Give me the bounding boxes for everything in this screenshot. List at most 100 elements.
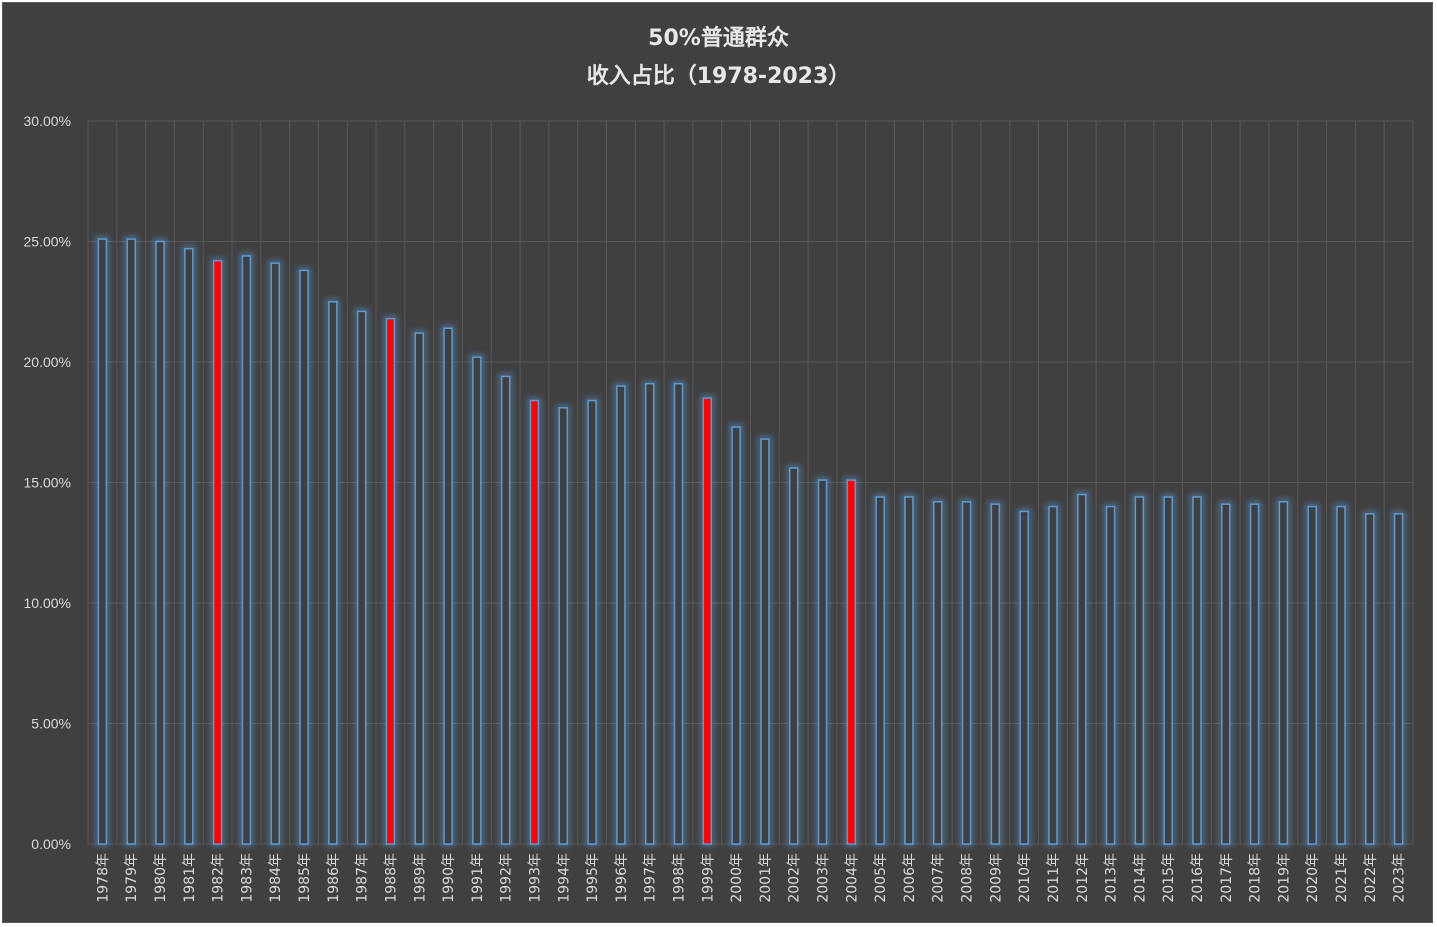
bar (126, 238, 136, 845)
x-tick-label: 1995年 (585, 853, 601, 903)
bar (1307, 505, 1317, 845)
y-tick-label: 20.00% (24, 354, 71, 370)
bar (1278, 501, 1289, 845)
x-tick-label: 2020年 (1305, 853, 1321, 903)
bar (472, 356, 482, 845)
x-tick-label: 2009年 (988, 853, 1004, 903)
x-tick-label: 1994年 (556, 853, 572, 903)
x-tick-label: 1990年 (441, 853, 457, 903)
x-tick-label: 2005年 (873, 853, 889, 903)
x-tick-label: 2004年 (844, 853, 860, 903)
bar (1077, 493, 1087, 845)
x-tick-label: 2002年 (787, 853, 803, 903)
bar (644, 382, 655, 845)
x-tick-label: 2014年 (1132, 853, 1148, 903)
x-tick-label: 1983年 (239, 853, 255, 903)
x-tick-label: 1987年 (355, 853, 371, 903)
bar (961, 501, 972, 845)
x-tick-label: 2006年 (902, 853, 918, 903)
bar-highlighted (212, 260, 223, 845)
x-tick-label: 2019年 (1276, 853, 1292, 903)
x-tick-label: 2016年 (1190, 853, 1206, 903)
bar (990, 503, 1001, 845)
x-tick-label: 2023年 (1392, 853, 1408, 903)
bar (1249, 503, 1260, 845)
y-tick-label: 25.00% (24, 234, 71, 250)
x-tick-label: 1999年 (700, 853, 716, 903)
x-tick-label: 1992年 (499, 853, 515, 903)
x-tick-label: 1989年 (412, 853, 428, 903)
x-axis-tick-labels: 1978年 1979年 1980年 1981年 1982年 1983年 1984年 1985年… (95, 853, 1407, 903)
bar (328, 301, 338, 845)
bar (443, 327, 453, 845)
x-tick-label: 2003年 (816, 853, 832, 903)
x-tick-label: 2017年 (1219, 853, 1235, 903)
bar (97, 238, 108, 845)
bar (731, 426, 741, 845)
bar (1105, 505, 1116, 845)
x-tick-label: 1978年 (95, 853, 111, 903)
x-tick-label: 2010年 (1017, 853, 1033, 903)
bar (1048, 505, 1058, 845)
chart-subtitle: 收入占比（1978-2023） (586, 64, 851, 89)
bar-highlighted (529, 399, 540, 845)
x-tick-label: 1985年 (297, 853, 313, 903)
bar (1365, 513, 1375, 845)
bar-highlighted (702, 397, 713, 845)
bar (1019, 510, 1029, 845)
chart-title: 50%普通群众 (648, 26, 789, 51)
y-tick-label: 10.00% (24, 595, 71, 611)
bar (817, 479, 828, 845)
x-tick-label: 1996年 (614, 853, 630, 903)
x-tick-label: 2012年 (1075, 853, 1091, 903)
bar (270, 262, 280, 845)
y-axis-tick-labels: 0.00% 5.00% 10.00% 15.00% 20.00% 25.00% 30.00% (24, 113, 71, 852)
bar (1192, 496, 1202, 845)
x-tick-label: 1993年 (527, 853, 543, 903)
y-tick-label: 30.00% (24, 113, 71, 129)
x-tick-label: 2000年 (729, 853, 745, 903)
x-tick-label: 1982年 (211, 853, 227, 903)
bar (932, 501, 943, 845)
x-tick-label: 2013年 (1104, 853, 1120, 903)
bar (904, 496, 914, 845)
x-tick-label: 2015年 (1161, 853, 1177, 903)
bar (184, 247, 194, 845)
bar (1163, 496, 1173, 845)
bar (788, 467, 799, 845)
x-tick-label: 1998年 (671, 853, 687, 903)
bar-highlighted (846, 479, 857, 845)
bar (1221, 503, 1231, 845)
bar (760, 438, 770, 845)
x-tick-label: 2011年 (1046, 853, 1062, 903)
bar (587, 399, 597, 845)
bar (356, 310, 367, 845)
x-tick-label: 1991年 (470, 853, 486, 903)
x-tick-label: 1979年 (124, 853, 140, 903)
bar-highlighted (385, 317, 396, 845)
bar (241, 255, 252, 845)
bar (1134, 496, 1145, 845)
x-tick-label: 1980年 (153, 853, 169, 903)
x-tick-label: 2021年 (1334, 853, 1350, 903)
bar (616, 385, 626, 845)
x-tick-label: 2018年 (1248, 853, 1264, 903)
x-tick-label: 1986年 (326, 853, 342, 903)
gridlines (87, 120, 1414, 845)
bar (1336, 505, 1346, 845)
y-tick-label: 15.00% (24, 475, 71, 491)
x-tick-label: 1997年 (643, 853, 659, 903)
bar (155, 240, 165, 845)
x-tick-label: 2007年 (931, 853, 947, 903)
x-tick-label: 2008年 (960, 853, 976, 903)
bar (673, 382, 684, 845)
y-tick-label: 5.00% (31, 716, 71, 732)
bars (95, 236, 1406, 847)
bar (558, 407, 569, 845)
x-tick-label: 1984年 (268, 853, 284, 903)
y-tick-label: 0.00% (31, 836, 71, 852)
x-tick-label: 2022年 (1363, 853, 1379, 903)
x-tick-label: 2001年 (758, 853, 774, 903)
x-tick-label: 1988年 (383, 853, 399, 903)
